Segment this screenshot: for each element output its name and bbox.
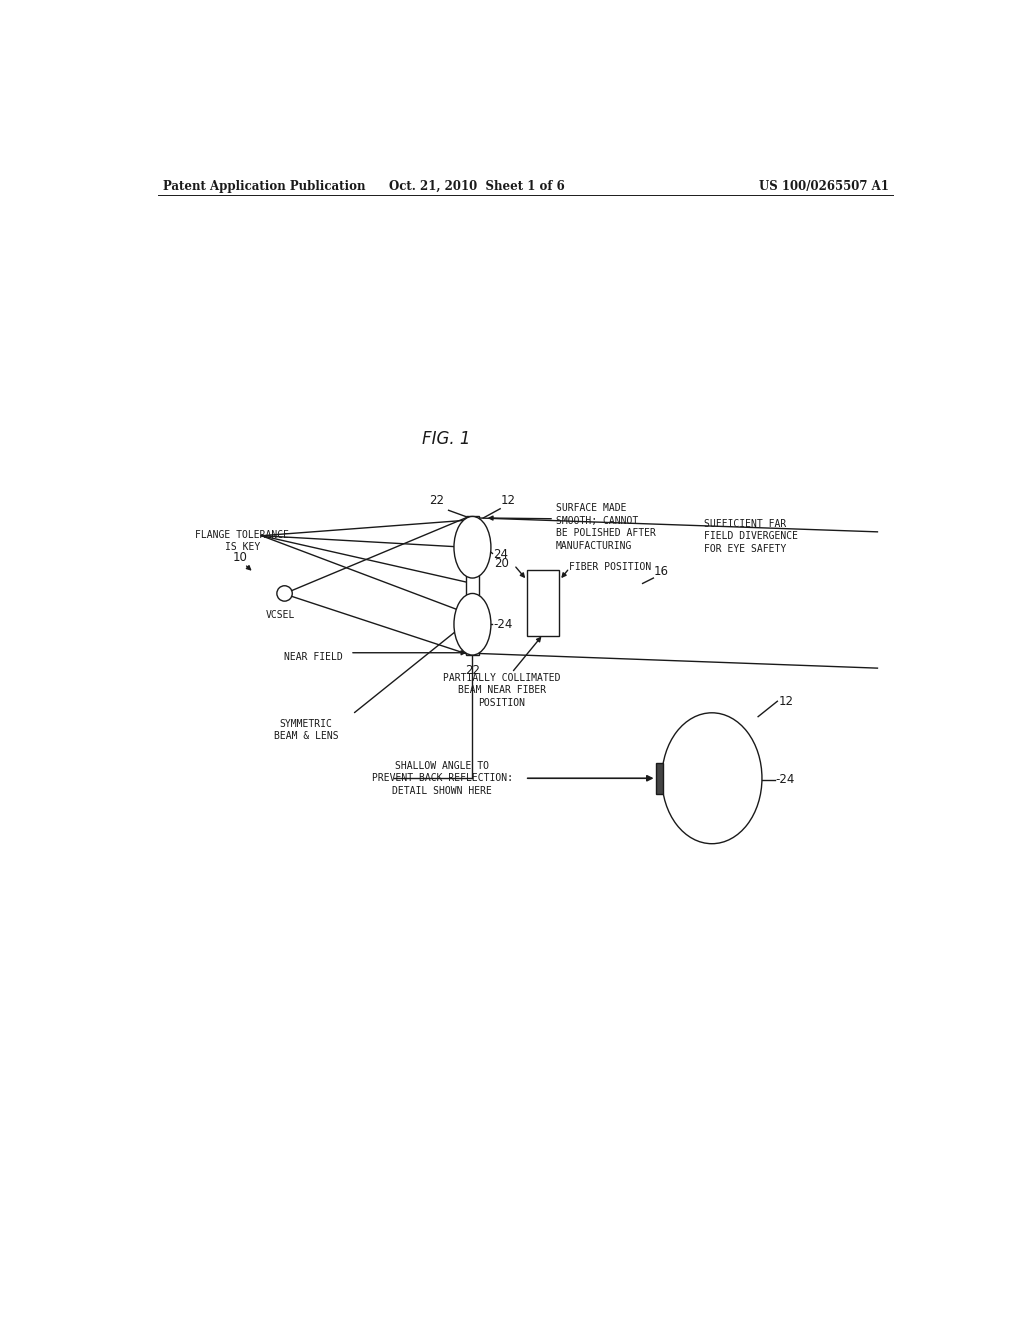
Text: SHALLOW ANGLE TO
PREVENT BACK REFLECTION:
DETAIL SHOWN HERE: SHALLOW ANGLE TO PREVENT BACK REFLECTION… [372, 760, 513, 796]
Text: 12: 12 [779, 694, 794, 708]
Text: FIG. 1: FIG. 1 [422, 430, 470, 449]
Text: 22: 22 [465, 664, 480, 677]
Text: NEAR FIELD: NEAR FIELD [285, 652, 343, 663]
Ellipse shape [454, 516, 490, 578]
Text: -24: -24 [494, 618, 513, 631]
Text: VCSEL: VCSEL [266, 610, 295, 620]
Text: SUFFICIENT FAR
FIELD DIVERGENCE
FOR EYE SAFETY: SUFFICIENT FAR FIELD DIVERGENCE FOR EYE … [705, 519, 799, 553]
Bar [656, 763, 664, 793]
Text: FIBER POSITION: FIBER POSITION [569, 561, 651, 572]
Text: 24: 24 [494, 548, 508, 561]
Text: Oct. 21, 2010  Sheet 1 of 6: Oct. 21, 2010 Sheet 1 of 6 [389, 180, 565, 193]
Text: PARTIALLY COLLIMATED
BEAM NEAR FIBER
POSITION: PARTIALLY COLLIMATED BEAM NEAR FIBER POS… [443, 673, 560, 708]
Bar [466, 516, 479, 655]
Ellipse shape [662, 713, 762, 843]
Text: 22: 22 [429, 494, 443, 507]
Text: 20: 20 [495, 557, 509, 570]
Ellipse shape [454, 594, 490, 655]
Circle shape [276, 586, 292, 601]
Text: 16: 16 [654, 565, 669, 578]
Text: Patent Application Publication: Patent Application Publication [163, 180, 366, 193]
Text: US 100/0265507 A1: US 100/0265507 A1 [759, 180, 889, 193]
Text: SURFACE MADE
SMOOTH; CANNOT
BE POLISHED AFTER
MANUFACTURING: SURFACE MADE SMOOTH; CANNOT BE POLISHED … [556, 503, 655, 550]
Text: SYMMETRIC
BEAM & LENS: SYMMETRIC BEAM & LENS [273, 719, 339, 742]
Text: FLANGE TOLERANCE
IS KEY: FLANGE TOLERANCE IS KEY [196, 529, 289, 552]
Bar [527, 570, 559, 636]
Text: 12: 12 [501, 494, 516, 507]
Text: -24: -24 [776, 774, 796, 787]
Text: 10: 10 [232, 552, 248, 564]
